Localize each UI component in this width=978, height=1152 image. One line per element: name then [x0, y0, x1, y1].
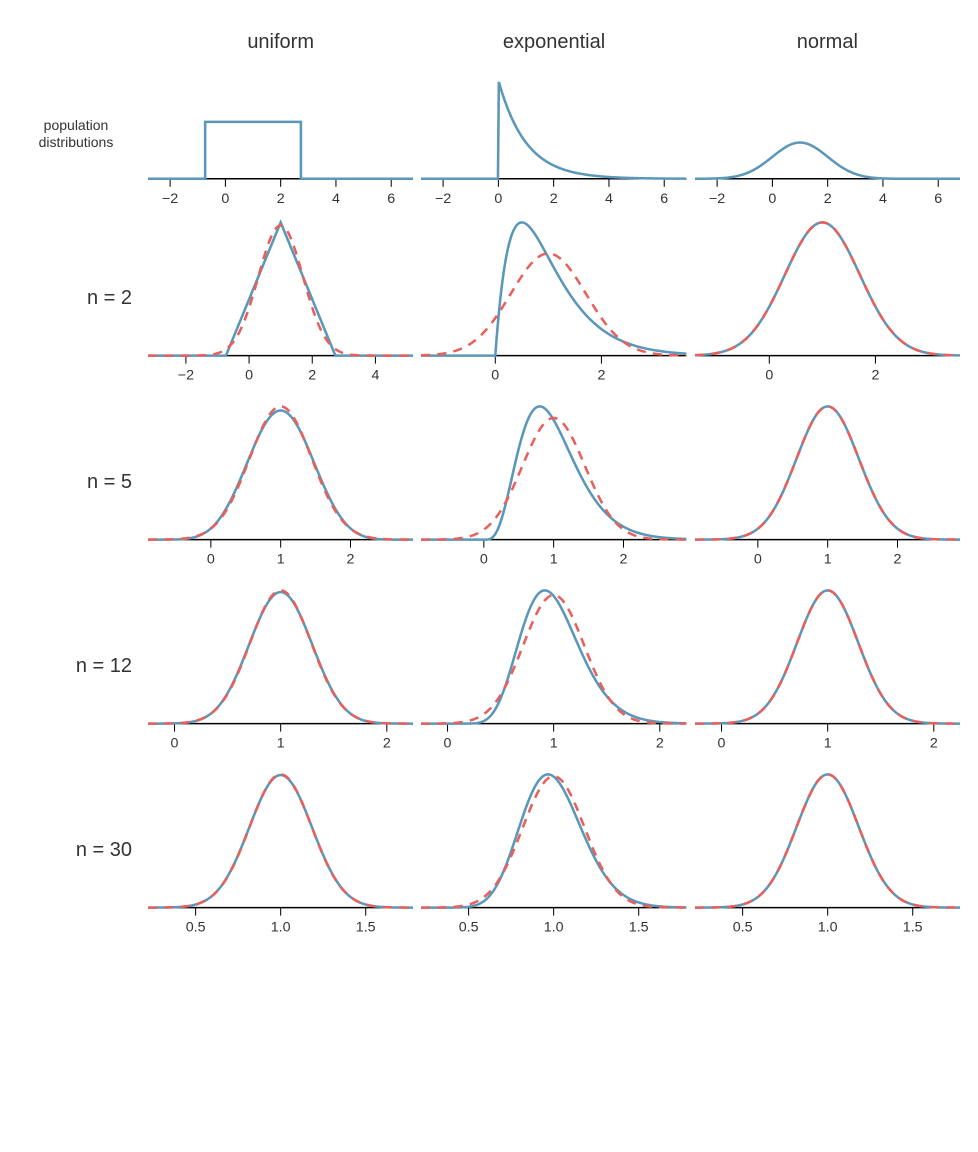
svg-text:2: 2: [929, 735, 937, 751]
panel-r4-c0: 0.5 1.0 1.5: [148, 760, 413, 940]
svg-text:1.0: 1.0: [817, 919, 837, 935]
svg-text:0: 0: [768, 190, 776, 204]
panel-r4-c2: 0.5 1.0 1.5: [695, 760, 960, 940]
svg-text:1: 1: [550, 551, 558, 567]
svg-text:1.5: 1.5: [629, 919, 649, 935]
svg-text:2: 2: [656, 735, 664, 751]
svg-text:0: 0: [171, 735, 179, 751]
panel-r0-c2: −2 0 2 4 6: [695, 64, 960, 204]
svg-text:0.5: 0.5: [732, 919, 752, 935]
panel-r2-c1: 0 1 2: [421, 392, 686, 572]
svg-text:1: 1: [823, 735, 831, 751]
svg-text:2: 2: [823, 190, 831, 204]
svg-text:0: 0: [207, 551, 215, 567]
svg-text:−2: −2: [435, 190, 451, 204]
svg-text:1: 1: [277, 551, 285, 567]
panel-r3-c2: 0 1 2: [695, 576, 960, 756]
svg-text:−2: −2: [162, 190, 178, 204]
row-label-2: n = 5: [20, 392, 140, 572]
svg-text:0: 0: [717, 735, 725, 751]
panel-r0-c1: −2 0 2 4 6: [421, 64, 686, 204]
svg-text:0: 0: [754, 551, 762, 567]
svg-text:1: 1: [823, 551, 831, 567]
panel-r2-c2: 0 1 2: [695, 392, 960, 572]
svg-text:−2: −2: [709, 190, 725, 204]
svg-text:1.5: 1.5: [902, 919, 922, 935]
svg-text:1.0: 1.0: [544, 919, 564, 935]
panel-r1-c0: −2 0 2 4: [148, 208, 413, 388]
panel-r0-c0: −2 0 2 4 6: [148, 64, 413, 204]
svg-text:2: 2: [383, 735, 391, 751]
row-label-0: populationdistributions: [20, 64, 140, 204]
svg-text:2: 2: [598, 367, 606, 383]
svg-text:0.5: 0.5: [186, 919, 206, 935]
svg-text:2: 2: [550, 190, 558, 204]
panel-r2-c0: 0 1 2: [148, 392, 413, 572]
svg-text:6: 6: [387, 190, 395, 204]
svg-text:2: 2: [871, 367, 879, 383]
panel-r4-c1: 0.5 1.0 1.5: [421, 760, 686, 940]
panel-r3-c1: 0 1 2: [421, 576, 686, 756]
svg-text:0: 0: [495, 190, 503, 204]
svg-text:2: 2: [308, 367, 316, 383]
svg-text:0: 0: [245, 367, 253, 383]
svg-text:6: 6: [661, 190, 669, 204]
svg-text:2: 2: [620, 551, 628, 567]
svg-text:0.5: 0.5: [459, 919, 479, 935]
row-label-3: n = 12: [20, 576, 140, 756]
panel-r1-c2: 02: [695, 208, 960, 388]
chart-grid: uniform exponential normal populationdistri…: [20, 20, 960, 940]
col-header-0: uniform: [148, 31, 413, 60]
svg-text:1.5: 1.5: [356, 919, 376, 935]
panel-r1-c1: 02: [421, 208, 686, 388]
svg-text:6: 6: [934, 190, 942, 204]
svg-text:0: 0: [444, 735, 452, 751]
svg-text:1: 1: [277, 735, 285, 751]
svg-text:4: 4: [332, 190, 340, 204]
svg-text:0: 0: [765, 367, 773, 383]
svg-text:2: 2: [277, 190, 285, 204]
svg-text:4: 4: [605, 190, 613, 204]
svg-text:−2: −2: [178, 367, 194, 383]
svg-text:0: 0: [221, 190, 229, 204]
svg-text:4: 4: [879, 190, 887, 204]
svg-text:0: 0: [480, 551, 488, 567]
svg-text:1.0: 1.0: [271, 919, 291, 935]
row-label-1: n = 2: [20, 208, 140, 388]
panel-r3-c0: 0 1 2: [148, 576, 413, 756]
svg-text:0: 0: [492, 367, 500, 383]
svg-text:2: 2: [893, 551, 901, 567]
svg-text:4: 4: [371, 367, 379, 383]
svg-text:2: 2: [347, 551, 355, 567]
svg-text:1: 1: [550, 735, 558, 751]
col-header-1: exponential: [421, 31, 686, 60]
row-label-4: n = 30: [20, 760, 140, 940]
col-header-2: normal: [695, 31, 960, 60]
